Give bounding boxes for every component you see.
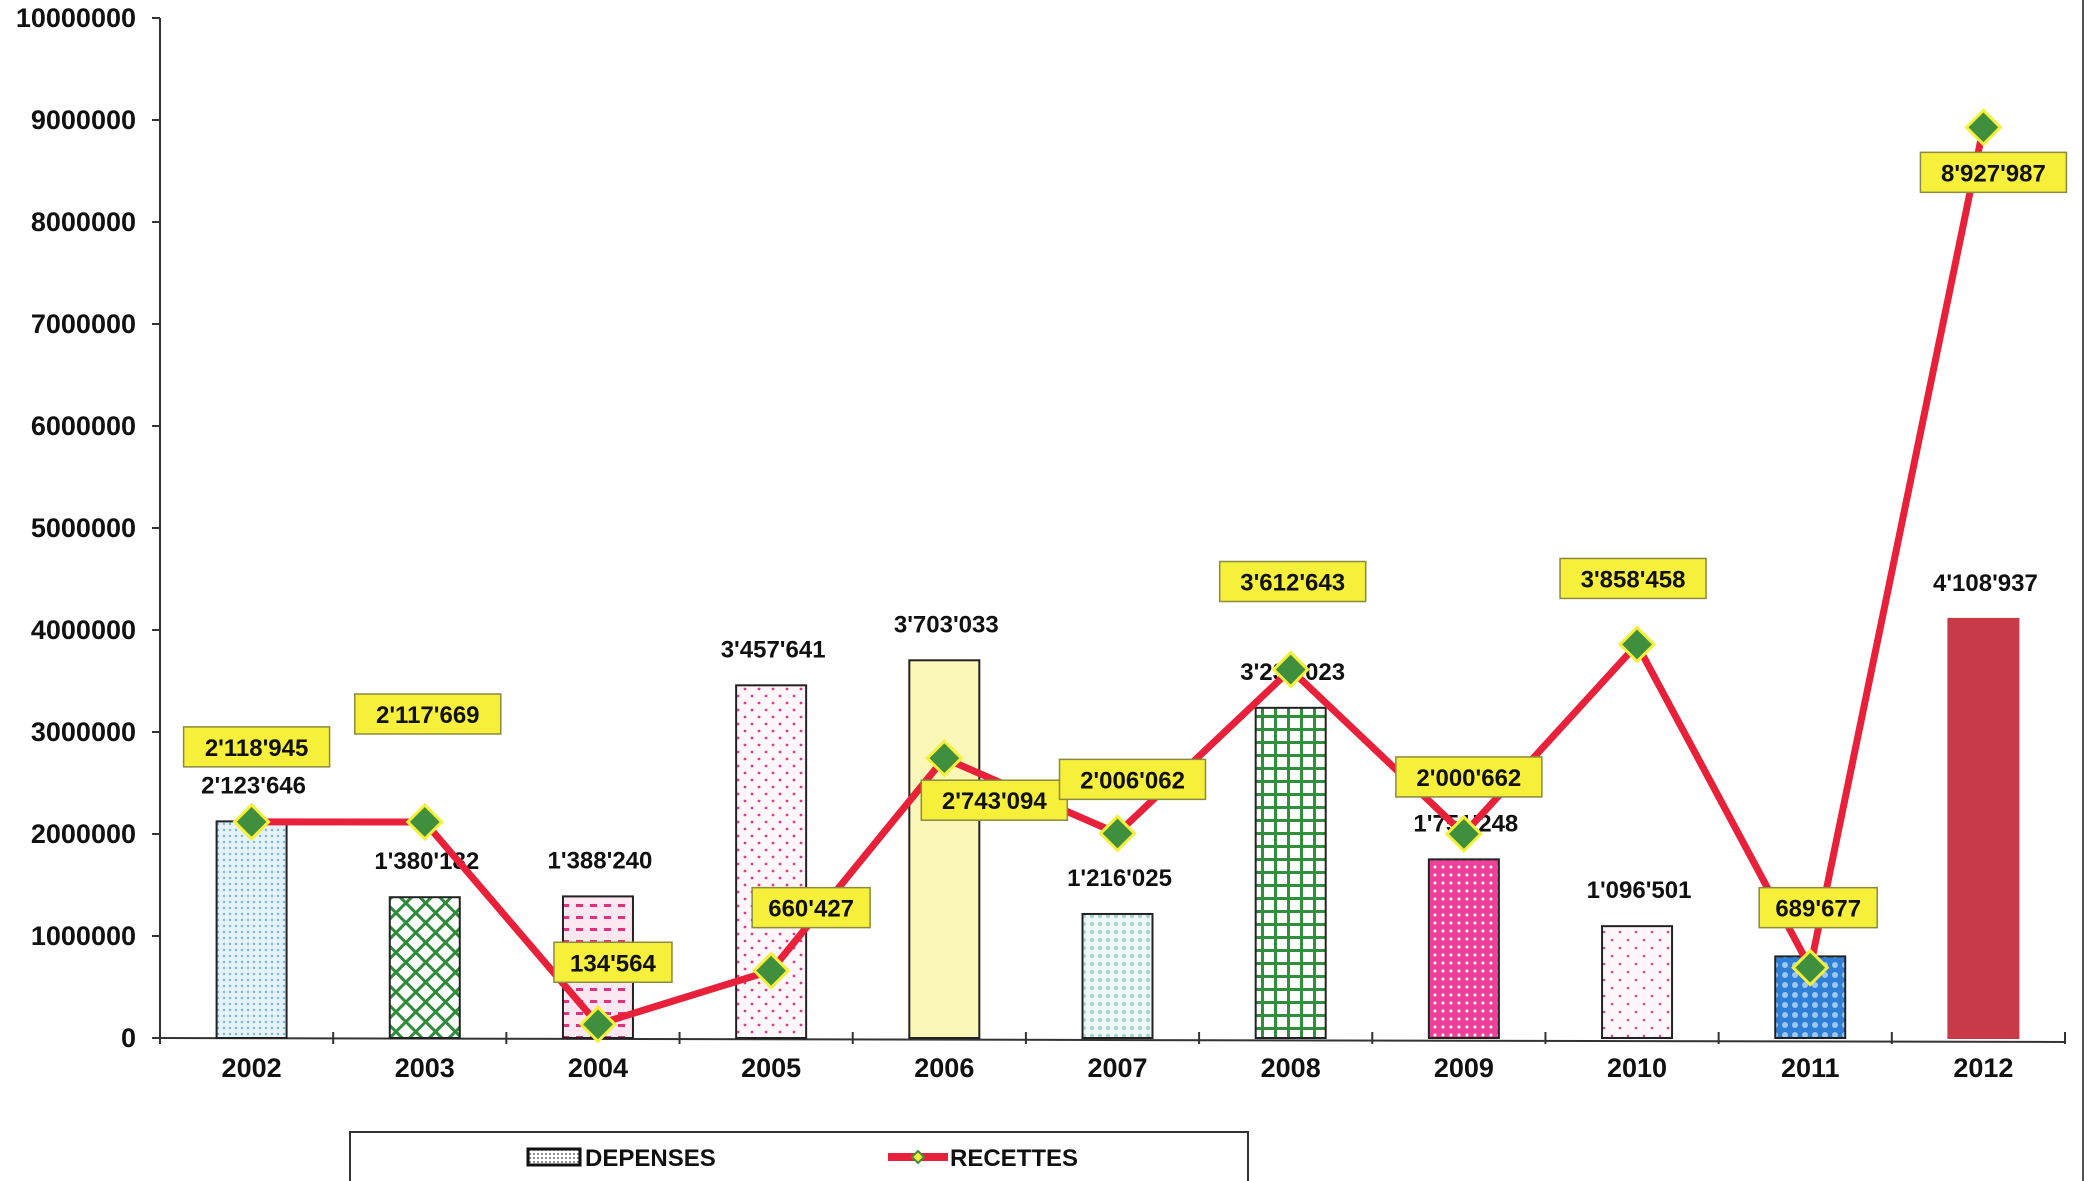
recettes-label-2008: 3'612'643 bbox=[1218, 560, 1367, 603]
bar-depenses-2007 bbox=[1081, 912, 1154, 1040]
x-tick-label: 2005 bbox=[741, 1053, 801, 1083]
y-axis: 0 1000000 2000000 3000000 4000000 5000000 6000… bbox=[16, 3, 161, 1053]
recettes-label-text: 660'427 bbox=[768, 896, 854, 923]
bar-label-depenses-2002: 2'123'646 bbox=[201, 772, 306, 799]
recettes-label-text: 3'858'458 bbox=[1581, 566, 1686, 593]
recettes-label-text: 2'118'945 bbox=[205, 735, 309, 762]
recettes-label-2009: 2'000'662 bbox=[1395, 756, 1543, 798]
y-tick-label: 6000000 bbox=[31, 411, 136, 441]
marker-recettes-2007 bbox=[1098, 814, 1137, 853]
marker-recettes-2003 bbox=[405, 802, 444, 842]
bar-label-depenses-2004: 1'388'240 bbox=[548, 847, 653, 874]
recettes-label-text: 2'000'662 bbox=[1416, 765, 1521, 792]
marker-recettes-2004 bbox=[578, 1005, 618, 1044]
recettes-label-2010: 3'858'458 bbox=[1559, 557, 1707, 600]
recettes-label-box bbox=[1559, 557, 1707, 600]
x-tick-label: 2010 bbox=[1607, 1053, 1667, 1083]
y-tick-label: 2000000 bbox=[31, 819, 136, 849]
recettes-label-text: 134'564 bbox=[570, 950, 656, 977]
bar-label-depenses-2006: 3'703'033 bbox=[894, 611, 999, 638]
recettes-label-box bbox=[1919, 151, 2068, 194]
y-tick-label: 4000000 bbox=[31, 615, 136, 645]
recettes-label-text: 3'612'643 bbox=[1240, 570, 1345, 597]
recettes-label-2003: 2'117'669 bbox=[354, 693, 502, 735]
legend: DEPENSES RECETTES bbox=[349, 1131, 1249, 1181]
recettes-label-text: 689'677 bbox=[1775, 896, 1861, 923]
bar-depenses-2003 bbox=[388, 896, 461, 1039]
recettes-label-box bbox=[1395, 756, 1543, 798]
recettes-label-box bbox=[751, 886, 871, 929]
bar-label-depenses-2007: 1'216'025 bbox=[1067, 865, 1172, 892]
x-tick-label: 2011 bbox=[1781, 1053, 1840, 1083]
bar-label-depenses-2005: 3'457'641 bbox=[721, 636, 826, 663]
line-recettes bbox=[232, 108, 2003, 1044]
marker-recettes-2006 bbox=[925, 739, 964, 778]
x-tick-label: 2007 bbox=[1087, 1053, 1147, 1083]
bar-depenses-2006 bbox=[908, 659, 981, 1040]
recettes-label-2002: 2'118'945 bbox=[182, 726, 331, 768]
recettes-label-2006: 2'743'094 bbox=[920, 779, 1069, 821]
legend-label-depenses: DEPENSES bbox=[585, 1145, 716, 1172]
x-tick-label: 2008 bbox=[1261, 1053, 1321, 1083]
bar-depenses-2009 bbox=[1427, 858, 1500, 1039]
recettes-label-box bbox=[1758, 886, 1878, 929]
legend-swatch-depenses bbox=[526, 1147, 582, 1167]
y-tick-label: 8000000 bbox=[31, 207, 136, 237]
bars-depenses bbox=[215, 617, 2020, 1040]
marker-recettes-2008 bbox=[1271, 650, 1310, 689]
bar-label-depenses-2010: 1'096'501 bbox=[1587, 877, 1692, 904]
y-ticks: 0 1000000 2000000 3000000 4000000 5000000 6000… bbox=[16, 3, 160, 1053]
recettes-label-box bbox=[1058, 758, 1207, 801]
legend-label-recettes: RECETTES bbox=[950, 1145, 1078, 1172]
recettes-label-box bbox=[354, 693, 502, 735]
recettes-label-2012: 8'927'987 bbox=[1919, 151, 2068, 194]
recettes-label-2007: 2'006'062 bbox=[1058, 758, 1207, 801]
recettes-label-2005: 660'427 bbox=[751, 886, 871, 929]
labels-recettes: 2'118'945 2'117'669 134'564 660'427 2'743'09… bbox=[182, 151, 2068, 984]
marker-recettes-2009 bbox=[1444, 814, 1483, 854]
legend-marker-recettes bbox=[910, 1149, 926, 1165]
bar-depenses-2010 bbox=[1601, 925, 1674, 1040]
marker-recettes-2012 bbox=[1964, 108, 2003, 147]
x-tick-label: 2009 bbox=[1434, 1053, 1494, 1083]
recettes-label-box bbox=[553, 941, 673, 984]
bar-depenses-2002 bbox=[215, 820, 288, 1040]
x-tick-label: 2012 bbox=[1953, 1053, 2013, 1083]
recettes-label-text: 2'743'094 bbox=[942, 788, 1048, 815]
x-axis-line bbox=[159, 1037, 2066, 1043]
x-tick-label: 2004 bbox=[568, 1053, 628, 1083]
y-tick-label: 0 bbox=[121, 1023, 136, 1053]
bar-label-depenses-2012: 4'108'937 bbox=[1933, 570, 2038, 597]
y-tick-label: 1000000 bbox=[31, 921, 136, 951]
bar-depenses-2008 bbox=[1254, 706, 1327, 1040]
y-tick-label: 5000000 bbox=[31, 513, 136, 543]
recettes-label-box bbox=[1218, 560, 1367, 603]
recettes-label-box bbox=[920, 779, 1069, 821]
marker-recettes-2010 bbox=[1617, 625, 1657, 664]
recettes-label-text: 2'117'669 bbox=[376, 702, 480, 729]
marker-recettes-2011 bbox=[1791, 948, 1830, 987]
marker-recettes-2005 bbox=[752, 951, 791, 990]
x-tick-label: 2006 bbox=[914, 1053, 974, 1083]
x-tick-label: 2003 bbox=[395, 1053, 455, 1083]
recettes-label-2004: 134'564 bbox=[553, 941, 673, 984]
y-tick-label: 3000000 bbox=[31, 717, 136, 747]
y-tick-label: 9000000 bbox=[31, 105, 136, 135]
legend-box bbox=[349, 1131, 1249, 1181]
x-ticks: 2002 2003 2004 2005 2006 2007 2008 2009 2010 2011… bbox=[159, 1032, 2066, 1083]
bar-depenses-2012 bbox=[1947, 617, 2020, 1039]
marker-recettes-2002 bbox=[232, 802, 271, 841]
recettes-label-box bbox=[182, 726, 331, 768]
recettes-label-text: 2'006'062 bbox=[1080, 767, 1185, 794]
x-axis: 2002 2003 2004 2005 2006 2007 2008 2009 2010 2011… bbox=[159, 1032, 2066, 1083]
recettes-label-2011: 689'677 bbox=[1758, 886, 1878, 929]
y-tick-label: 7000000 bbox=[31, 309, 136, 339]
recettes-label-text: 8'927'987 bbox=[1941, 160, 2046, 187]
x-tick-label: 2002 bbox=[222, 1053, 282, 1083]
y-tick-label: 10000000 bbox=[16, 3, 136, 33]
